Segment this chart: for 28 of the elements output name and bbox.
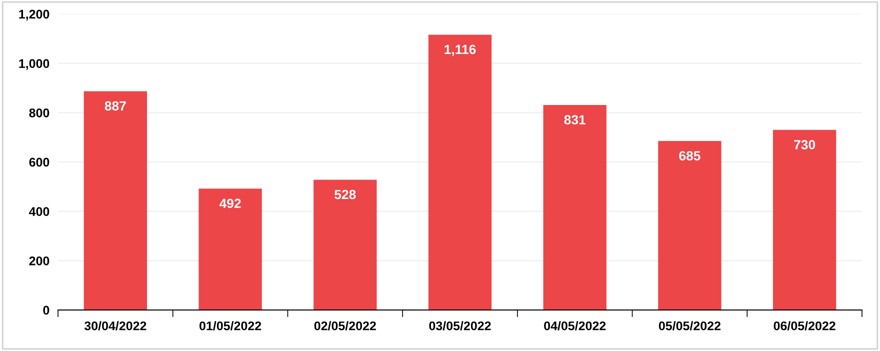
bar <box>428 34 492 310</box>
y-tick-label: 400 <box>29 207 50 216</box>
data-label: 887 <box>104 101 126 111</box>
x-tick-label: 06/05/2022 <box>774 321 836 330</box>
data-label: 492 <box>219 198 241 208</box>
data-label: 1,116 <box>444 44 476 56</box>
y-tick-label: 600 <box>29 158 50 167</box>
bar <box>543 105 606 310</box>
y-tick-label: 1,000 <box>19 59 50 70</box>
bar <box>84 91 148 310</box>
bar <box>198 188 262 310</box>
bar <box>658 141 722 310</box>
x-tick-label: 05/05/2022 <box>658 321 720 330</box>
bar <box>314 180 377 310</box>
bar <box>772 130 836 310</box>
data-label: 685 <box>679 151 700 160</box>
data-label: 730 <box>794 140 816 150</box>
x-tick-label: 30/04/2022 <box>84 321 146 330</box>
y-tick-label: 1,200 <box>19 10 50 20</box>
data-label: 831 <box>564 115 586 124</box>
y-tick-label: 200 <box>29 256 50 266</box>
y-tick-label: 0 <box>43 306 50 315</box>
data-label: 528 <box>334 190 356 200</box>
x-tick-label: 03/05/2022 <box>429 321 491 330</box>
x-tick-label: 01/05/2022 <box>200 321 262 330</box>
x-tick-label: 04/05/2022 <box>544 321 606 330</box>
x-tick-label: 02/05/2022 <box>314 321 376 330</box>
y-tick-label: 800 <box>29 108 50 118</box>
